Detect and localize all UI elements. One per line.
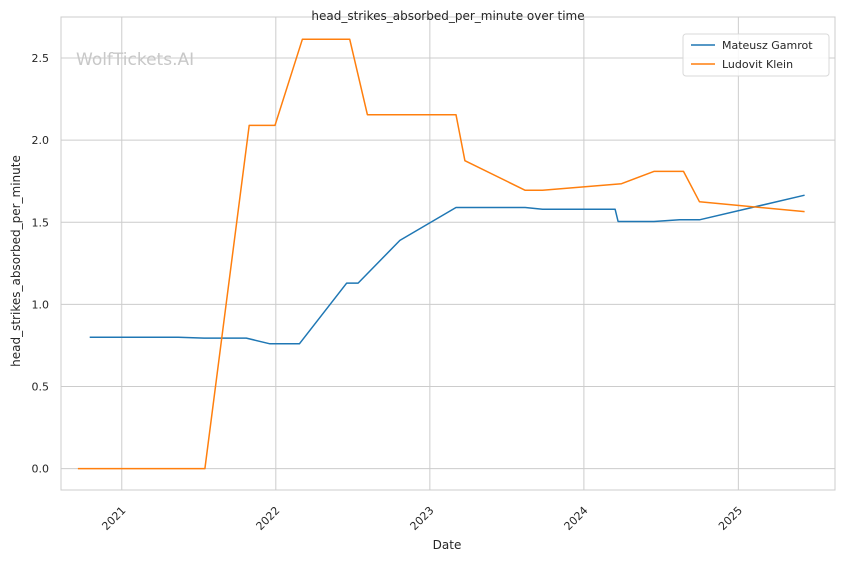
x-axis-ticks: 2021 2022 2023 2024 2025 (99, 504, 745, 533)
legend-label-ludovit-klein: Ludovit Klein (722, 58, 793, 71)
x-tick-label: 2025 (716, 504, 745, 533)
legend: Mateusz Gamrot Ludovit Klein (682, 33, 830, 77)
series-line-ludovit-klein (77, 38, 805, 470)
plot-area (60, 16, 836, 491)
y-tick-label: 0.5 (32, 381, 50, 394)
y-tick-label: 0.0 (32, 463, 50, 476)
y-tick-label: 2.5 (32, 52, 50, 65)
y-axis-label: head_strikes_absorbed_per_minute (9, 155, 23, 367)
x-tick-label: 2023 (408, 504, 437, 533)
series-line-mateusz-gamrot (89, 194, 805, 345)
x-tick-label: 2024 (562, 504, 591, 533)
legend-box (682, 33, 830, 77)
x-tick-label: 2022 (254, 504, 283, 533)
watermark: WolfTickets.AI (76, 50, 194, 70)
y-tick-label: 1.0 (32, 298, 50, 311)
x-axis-label: Date (433, 538, 462, 552)
x-tick-label: 2021 (99, 504, 128, 533)
legend-label-mateusz-gamrot: Mateusz Gamrot (722, 39, 813, 52)
y-tick-label: 1.5 (32, 216, 50, 229)
y-tick-label: 2.0 (32, 134, 50, 147)
y-axis-ticks: 0.0 0.5 1.0 1.5 2.0 2.5 (32, 52, 50, 476)
grid (61, 17, 835, 490)
series-layer (77, 38, 805, 470)
chart-title: head_strikes_absorbed_per_minute over ti… (311, 9, 584, 23)
